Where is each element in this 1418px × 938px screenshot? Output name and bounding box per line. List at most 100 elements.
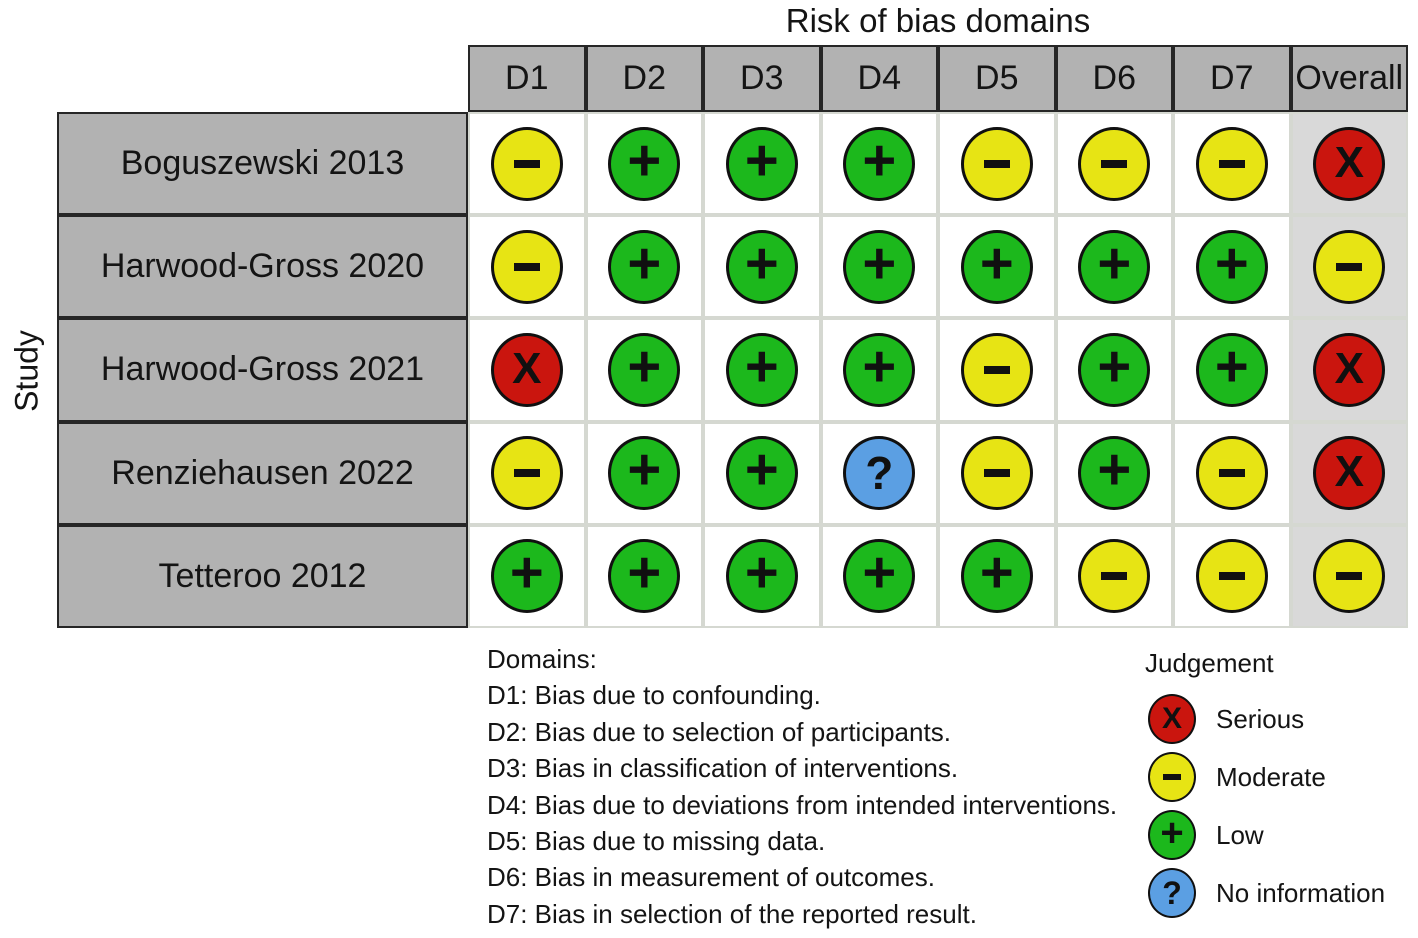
- judgement-low-icon: +: [608, 436, 681, 511]
- rob-grid: D1 D2 D3 D4 D5 D6 D7 Overall Boguszewski 2013 + + +…: [57, 45, 1408, 628]
- judgement-low-icon: +: [1078, 332, 1151, 407]
- rob-cell-D4: ?: [820, 421, 938, 525]
- rob-cell-D4: +: [820, 215, 938, 319]
- legend-item-serious: X Serious: [1128, 694, 1304, 744]
- rob-cell-D6: [1055, 524, 1173, 628]
- legend-label: Low: [1216, 819, 1264, 850]
- judgement-symbol: X: [1334, 343, 1364, 393]
- rob-cell-D5: [938, 318, 1056, 422]
- domain-line: D3: Bias in classification of interventi…: [487, 753, 959, 784]
- judgement-low-icon: +: [1195, 332, 1268, 407]
- judgement-moderate-icon: [1195, 126, 1268, 201]
- judgement-low-icon: +: [1078, 229, 1151, 304]
- col-header-D3: D3: [703, 45, 821, 112]
- judgement-moderate-icon: [960, 332, 1033, 407]
- rob-cell-D5: +: [938, 524, 1056, 628]
- minus-symbol: [1336, 572, 1363, 581]
- judgement-symbol: X: [1334, 137, 1364, 187]
- minus-symbol: [1218, 572, 1245, 581]
- judgement-no_information-icon: ?: [843, 436, 916, 511]
- judgement-low-icon: +: [725, 539, 798, 614]
- judgement-symbol: +: [862, 333, 897, 399]
- judgement-moderate-icon: [960, 126, 1033, 201]
- judgement-low-icon: +: [725, 332, 798, 407]
- minus-symbol: [983, 159, 1010, 168]
- judgement-no_information-icon: ?: [1148, 868, 1196, 918]
- judgement-low-icon: +: [725, 126, 798, 201]
- judgement-symbol: +: [979, 230, 1014, 296]
- judgement-symbol: +: [1160, 811, 1184, 855]
- rob-cell-Overall: [1290, 215, 1408, 319]
- judgement-low-icon: +: [843, 126, 916, 201]
- rob-cell-D4: +: [820, 112, 938, 216]
- judgement-symbol: X: [1334, 447, 1364, 497]
- judgement-low-icon: +: [608, 332, 681, 407]
- rob-cell-D4: +: [820, 524, 938, 628]
- legend-label: Serious: [1216, 703, 1305, 734]
- judgement-moderate-icon: [1148, 752, 1196, 802]
- minus-symbol: [513, 469, 540, 478]
- col-header-D1: D1: [468, 45, 586, 112]
- rob-cell-D2: +: [585, 318, 703, 422]
- domains-note: Domains: D1: Bias due to confounding. D2:…: [487, 641, 1117, 932]
- judgement-low-icon: +: [725, 229, 798, 304]
- legend-title: Judgement: [1145, 648, 1274, 678]
- judgement-symbol: +: [979, 540, 1014, 606]
- rob-cell-D5: +: [938, 215, 1056, 319]
- judgement-low-icon: +: [490, 539, 563, 614]
- judgement-symbol: +: [627, 437, 662, 503]
- rob-cell-Overall: X: [1290, 421, 1408, 525]
- minus-symbol: [1101, 159, 1128, 168]
- judgement-symbol: +: [744, 230, 779, 296]
- domain-line: D2: Bias due to selection of participant…: [487, 716, 951, 747]
- domain-line: D1: Bias due to confounding.: [487, 680, 821, 711]
- judgement-symbol: +: [1214, 333, 1249, 399]
- judgement-symbol: +: [1097, 437, 1132, 503]
- judgement-moderate-icon: [1195, 436, 1268, 511]
- col-header-D7: D7: [1173, 45, 1291, 112]
- rob-cell-D3: +: [703, 524, 821, 628]
- rob-cell-D6: +: [1055, 421, 1173, 525]
- rob-cell-D7: +: [1173, 215, 1291, 319]
- judgement-serious-icon: X: [1313, 436, 1386, 511]
- judgement-low-icon: +: [608, 126, 681, 201]
- judgement-symbol: +: [627, 540, 662, 606]
- row-header: Renziehausen 2022: [57, 421, 468, 525]
- rob-cell-D3: +: [703, 112, 821, 216]
- minus-symbol: [1163, 774, 1181, 780]
- chart-title: Risk of bias domains: [785, 2, 1091, 39]
- domain-line: D6: Bias in measurement of outcomes.: [487, 862, 935, 893]
- rob-cell-D6: [1055, 112, 1173, 216]
- rob-cell-D5: [938, 421, 1056, 525]
- legend: Judgement X Serious Moderate + Low? No inform…: [1128, 648, 1418, 918]
- judgement-low-icon: +: [608, 539, 681, 614]
- judgement-symbol: +: [1097, 333, 1132, 399]
- row-header: Tetteroo 2012: [57, 524, 468, 628]
- judgement-symbol: +: [744, 127, 779, 193]
- judgement-low-icon: +: [1195, 229, 1268, 304]
- rob-cell-D1: X: [468, 318, 586, 422]
- legend-label: No information: [1216, 877, 1386, 908]
- grid-corner: [57, 45, 468, 112]
- legend-item-moderate: Moderate: [1128, 752, 1326, 802]
- minus-symbol: [983, 365, 1010, 374]
- judgement-moderate-icon: [1078, 539, 1151, 614]
- rob-cell-Overall: [1290, 524, 1408, 628]
- judgement-moderate-icon: [1313, 229, 1386, 304]
- rob-cell-D3: +: [703, 421, 821, 525]
- minus-symbol: [513, 159, 540, 168]
- judgement-symbol: +: [627, 333, 662, 399]
- rob-cell-D6: +: [1055, 318, 1173, 422]
- rob-cell-Overall: X: [1290, 112, 1408, 216]
- judgement-symbol: +: [627, 127, 662, 193]
- judgement-low-icon: +: [843, 332, 916, 407]
- judgement-symbol: X: [1161, 702, 1182, 735]
- domain-line: D5: Bias due to missing data.: [487, 826, 826, 857]
- domain-line: D4: Bias due to deviations from intended…: [487, 789, 1118, 820]
- rob-cell-D2: +: [585, 112, 703, 216]
- minus-symbol: [1101, 572, 1128, 581]
- legend-item-low: + Low: [1128, 810, 1264, 860]
- judgement-symbol: +: [1097, 230, 1132, 296]
- minus-symbol: [1218, 469, 1245, 478]
- rob-cell-D4: +: [820, 318, 938, 422]
